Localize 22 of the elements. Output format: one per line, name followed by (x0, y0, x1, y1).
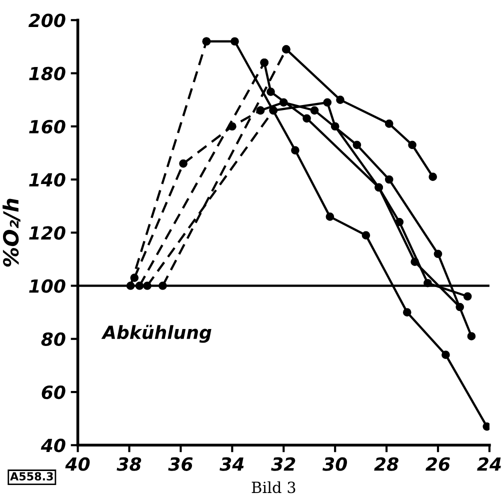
annotation: Abkühlung (101, 324, 212, 343)
y-tick-label: 40 (40, 438, 66, 452)
x-tick-label: 30 (322, 457, 348, 471)
x-tick-label: 34 (220, 457, 244, 471)
x-tick-label: 28 (374, 457, 398, 471)
x-tick-label: 32 (271, 457, 296, 471)
x-tick-label: 24 (477, 457, 501, 471)
y-tick-label: 120 (29, 226, 66, 240)
y-tick-label: 60 (42, 385, 66, 400)
text: Bild 3 (252, 481, 296, 494)
x-tick-label: 36 (168, 457, 193, 471)
x-tick-label: 26 (426, 457, 450, 471)
y-tick-label: 200 (28, 14, 66, 28)
y-tick-label: 80 (41, 332, 66, 346)
y-tick-label: 100 (29, 279, 66, 293)
y-tick-label: 160 (29, 120, 66, 134)
y-tick-label: 140 (29, 172, 66, 187)
y-axis-title: %O₂/h (2, 198, 20, 267)
text: A558.3 (10, 472, 53, 481)
x-tick-label: 40 (65, 457, 90, 471)
x-tick-label: 38 (116, 457, 142, 471)
y-tick-label: 180 (29, 66, 66, 80)
